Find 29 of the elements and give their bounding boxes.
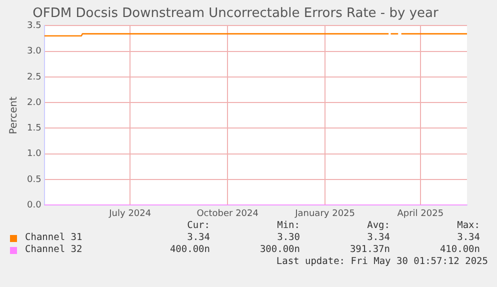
- text: 400.00n: [168, 244, 210, 256]
- text: Last update: Fri May 30 01:57:12 2025: [275, 256, 488, 268]
- text: Cur:: [186, 220, 210, 232]
- text: 3.34: [456, 232, 480, 244]
- x-tick-label: October 2024: [196, 208, 259, 219]
- x-tick-label: April 2025: [397, 208, 444, 219]
- y-tick-label: 0.0: [26, 200, 42, 211]
- text: 3.34: [186, 232, 210, 244]
- legend-label: Channel 31: [24, 232, 84, 244]
- x-tick-label: January 2025: [294, 208, 355, 219]
- y-tick-label: 2.0: [26, 98, 42, 108]
- y-tick-label: 2.5: [26, 72, 42, 82]
- text: 391.37n: [348, 244, 390, 256]
- y-tick-label: 0.5: [26, 174, 42, 185]
- legend-label: Channel 32: [24, 244, 84, 256]
- y-tick-label: 3.5: [26, 20, 42, 31]
- text: Avg:: [366, 220, 390, 232]
- y-tick-label: 1.5: [26, 124, 42, 134]
- text: 3.34: [366, 232, 390, 244]
- text: 410.00n: [438, 244, 480, 256]
- y-tick-label: 3.0: [26, 46, 42, 57]
- y-tick-label: 1.0: [26, 149, 42, 160]
- text: 300.00n: [258, 244, 300, 256]
- chart-title: OFDM Docsis Downstream Uncorrectable Errors Rate - by year: [32, 6, 439, 22]
- x-tick-label: July 2024: [108, 208, 152, 219]
- text: Min:: [276, 220, 300, 232]
- text: 3.30: [276, 232, 300, 244]
- y-axis-title: Percent: [8, 96, 20, 134]
- text: Max:: [456, 220, 480, 232]
